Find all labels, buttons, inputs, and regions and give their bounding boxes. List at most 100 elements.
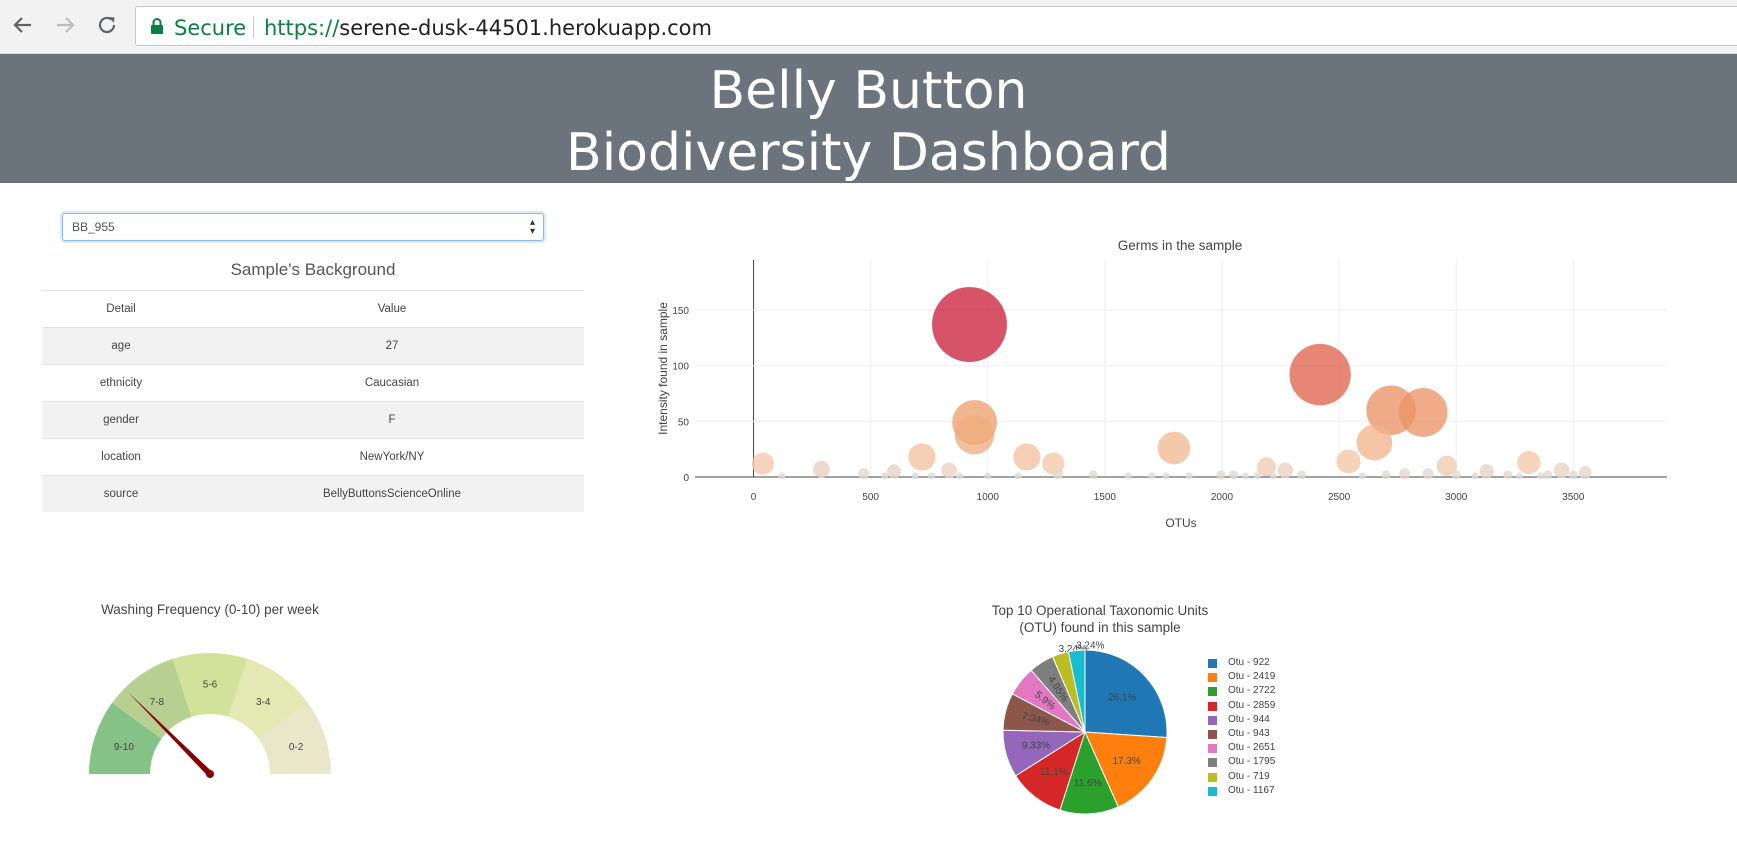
pie-slice[interactable] — [1084, 731, 1168, 808]
bubble-point[interactable] — [1241, 472, 1249, 480]
gauge-section-label: 5-6 — [203, 680, 218, 691]
bubble-point[interactable] — [928, 472, 936, 480]
legend-label: Otu - 2859 — [1228, 699, 1276, 711]
pie-slice-label: 26.1% — [1108, 692, 1136, 703]
bubble-point[interactable] — [1148, 472, 1156, 480]
legend-label: Otu - 943 — [1228, 727, 1270, 739]
select-caret-icon: ▴ ▾ — [529, 217, 535, 237]
bubble-point[interactable] — [1479, 464, 1494, 479]
address-divider — [253, 16, 254, 38]
bubble-point[interactable] — [984, 472, 992, 480]
bubble-point[interactable] — [1451, 470, 1461, 480]
legend-label: Otu - 1167 — [1228, 784, 1275, 796]
bubble-point[interactable] — [1088, 470, 1098, 480]
bubble-point[interactable] — [886, 464, 902, 479]
legend-label: Otu - 2722 — [1228, 685, 1276, 697]
bubble-point[interactable] — [1256, 457, 1277, 477]
table-row: age 27 — [42, 327, 584, 365]
bubble-point[interactable] — [1052, 468, 1064, 480]
bubble-point[interactable] — [1185, 472, 1193, 480]
bubble-point[interactable] — [1503, 470, 1513, 480]
table-row: location NewYork/NY — [42, 438, 584, 476]
legend-swatch — [1208, 758, 1217, 768]
bubble-point[interactable] — [1359, 472, 1367, 480]
gauge-section[interactable] — [89, 702, 162, 774]
legend-swatch — [1208, 659, 1217, 668]
bubble-point[interactable] — [1578, 466, 1592, 479]
bubble-point[interactable] — [1124, 472, 1132, 480]
legend-swatch — [1208, 729, 1217, 739]
bubble-point[interactable] — [1297, 470, 1307, 480]
bubble-point[interactable] — [932, 287, 1007, 362]
back-button[interactable] — [10, 12, 36, 38]
bubble-point[interactable] — [1162, 472, 1170, 480]
url-scheme: https:// — [264, 16, 340, 40]
bubble-point[interactable] — [954, 414, 995, 455]
bubble-point[interactable] — [1398, 388, 1448, 437]
bubble-point[interactable] — [1289, 343, 1351, 406]
bubble-point[interactable] — [941, 462, 957, 479]
sample-select[interactable]: BB_955 ▴ ▾ — [62, 213, 544, 241]
bubble-point[interactable] — [881, 472, 889, 480]
legend-label: Otu - 922 — [1228, 657, 1270, 668]
bubble-y-tick-label: 150 — [672, 306, 689, 317]
table-row: source BellyButtonsScienceOnline — [42, 475, 584, 512]
bubble-point[interactable] — [778, 472, 786, 480]
table-cell-value: Caucasian — [200, 364, 584, 402]
bubble-point[interactable] — [1543, 470, 1553, 480]
bubble-point[interactable] — [1436, 455, 1457, 476]
bubble-point[interactable] — [751, 452, 775, 475]
legend-label: Otu - 1795 — [1228, 756, 1276, 768]
bubble-point[interactable] — [1014, 472, 1022, 480]
gauge-section[interactable] — [258, 702, 331, 774]
bubble-point[interactable] — [1336, 449, 1361, 474]
gauge-needle-hub — [206, 770, 214, 778]
bubble-point[interactable] — [813, 460, 830, 478]
bubble-point[interactable] — [1517, 450, 1541, 475]
bubble-point[interactable] — [1537, 472, 1545, 480]
gauge-section[interactable] — [172, 653, 248, 717]
bubble-point[interactable] — [956, 472, 964, 480]
bubble-chart[interactable]: 0 500 1000 1500 2000 2500 3000 3500 0 50 100 150 OTU… — [640, 225, 1730, 545]
bubble-point[interactable] — [908, 443, 936, 471]
reload-button[interactable] — [94, 12, 120, 38]
bubble-point[interactable] — [1253, 472, 1261, 480]
bubble-point[interactable] — [1422, 468, 1434, 480]
pie-slice-label: 17.3% — [1112, 756, 1140, 767]
bubble-point[interactable] — [1013, 443, 1041, 471]
bubble-point[interactable] — [1229, 470, 1239, 480]
pie-slice-label: 3.24% — [1076, 640, 1104, 651]
pie-chart[interactable]: 26.1%17.3%11.6%11.1%9.33%7.34%5.9%4.95%3… — [960, 598, 1210, 838]
metadata-title: Sample's Background — [230, 260, 396, 279]
address-bar[interactable]: Secure https://serene-dusk-44501.herokua… — [135, 6, 1737, 46]
gauge-section[interactable] — [112, 658, 192, 739]
pie-slice[interactable] — [1067, 649, 1086, 733]
bubble-point[interactable] — [1157, 431, 1191, 465]
legend-swatch — [1208, 687, 1217, 697]
gauge-section-label: 0-2 — [289, 742, 304, 753]
url-host: serene-dusk-44501.herokuapp.com — [339, 16, 712, 40]
bubble-point[interactable] — [858, 468, 870, 480]
bubble-point[interactable] — [1381, 470, 1391, 480]
bubble-point[interactable] — [1399, 468, 1411, 480]
pie-slice[interactable] — [1084, 649, 1168, 739]
table-cell-detail: location — [42, 438, 200, 476]
bubble-point[interactable] — [911, 472, 919, 480]
gauge-section[interactable] — [228, 658, 308, 739]
legend-label: Otu - 2419 — [1228, 671, 1276, 683]
bubble-chart-title: Germs in the sample — [1117, 238, 1243, 253]
legend-swatch — [1208, 701, 1217, 711]
pie-chart-title: Top 10 Operational Taxonomic Units (OTU)… — [991, 603, 1209, 635]
bubble-point[interactable] — [1216, 470, 1226, 480]
bubble-point[interactable] — [1471, 472, 1479, 480]
bubble-point[interactable] — [1515, 472, 1523, 480]
gauge-chart[interactable]: 9-10 7-8 5-6 3-4 0-2 — [80, 598, 340, 798]
bubble-point[interactable] — [1277, 462, 1294, 479]
bubble-point[interactable] — [1356, 424, 1393, 461]
bubble-point[interactable] — [1553, 462, 1570, 479]
sample-select-value: BB_955 — [72, 220, 115, 234]
legend-label: Otu - 2651 — [1228, 742, 1276, 754]
bubble-point[interactable] — [1270, 472, 1278, 480]
bubble-point[interactable] — [1568, 470, 1578, 480]
forward-button[interactable] — [52, 12, 78, 38]
